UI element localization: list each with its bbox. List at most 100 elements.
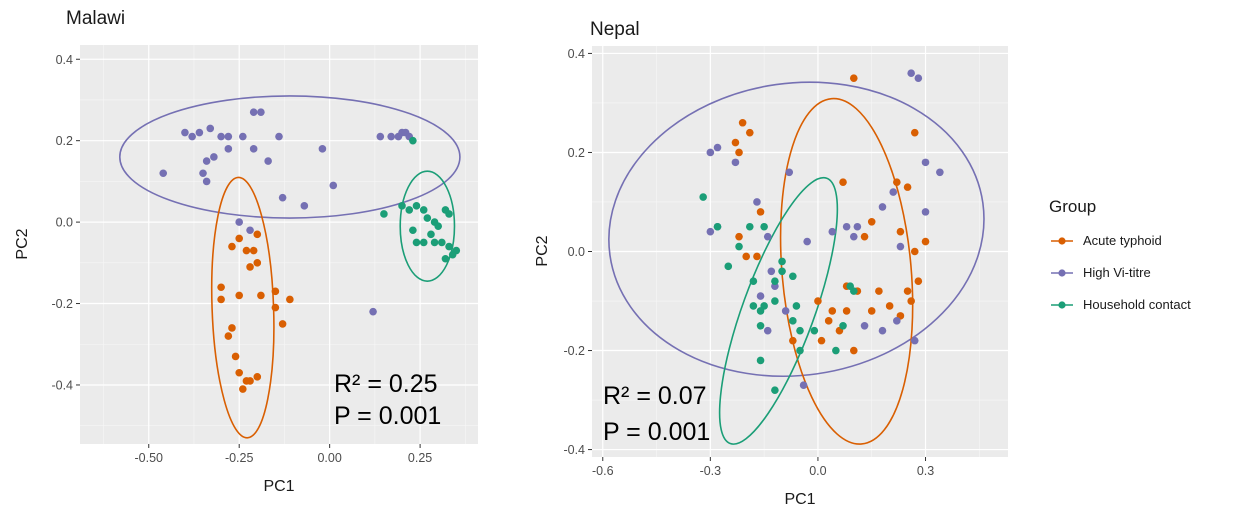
household-contact-point	[771, 297, 779, 305]
high-vi-titre-point	[239, 132, 247, 141]
high-vi-titre-point	[369, 307, 377, 316]
high-vi-titre-point	[235, 218, 243, 226]
acute-typhoid-point	[903, 183, 912, 191]
household-contact-ellipse	[399, 170, 456, 282]
acute-typhoid-point	[875, 287, 883, 295]
household-contact-point	[756, 321, 765, 330]
household-contact-point	[796, 346, 804, 355]
high-vi-titre-point	[781, 307, 790, 315]
acute-typhoid-point	[246, 263, 254, 271]
acute-typhoid-point	[849, 74, 858, 82]
nepal-ellipses	[608, 81, 985, 445]
nepal-points	[699, 69, 944, 394]
acute-typhoid-point	[742, 252, 751, 261]
acute-typhoid-point	[921, 237, 930, 246]
household-contact-point	[419, 206, 428, 214]
malawi-minor-gridlines	[80, 45, 478, 444]
high-vi-titre-point	[828, 227, 837, 236]
legend: Group Acute typhoid High Vi-titre Househ…	[1049, 197, 1191, 312]
acute-typhoid-point	[253, 259, 262, 267]
household-contact-point	[745, 222, 754, 231]
acute-typhoid-point	[235, 234, 243, 243]
high-vi-titre-point	[706, 227, 715, 236]
household-contact-point	[423, 214, 432, 222]
high-vi-titre-point	[278, 193, 287, 202]
acute-typhoid-point	[753, 252, 761, 261]
household-contact-point	[789, 272, 797, 281]
high-vi-titre-point	[217, 132, 225, 141]
acute-typhoid-point	[253, 230, 262, 239]
household-contact-point	[409, 226, 417, 235]
acute-typhoid-point	[896, 227, 905, 236]
high-vi-titre-point	[318, 145, 327, 153]
x-tick-label: 0.25	[408, 451, 432, 465]
acute-typhoid-point	[756, 208, 765, 216]
acute-typhoid-point	[867, 217, 876, 226]
malawi-points	[159, 108, 461, 393]
legend-key-dot	[1058, 237, 1066, 245]
high-vi-titre-point	[329, 181, 338, 190]
household-contact-point	[398, 202, 406, 210]
acute-typhoid-point	[824, 317, 833, 325]
household-contact-point	[438, 238, 446, 247]
acute-typhoid-point	[814, 297, 822, 305]
acute-typhoid-point	[907, 297, 915, 305]
high-vi-titre-point	[300, 202, 309, 210]
high-vi-titre-ellipse	[119, 95, 461, 219]
high-vi-titre-point	[878, 326, 887, 335]
high-vi-titre-point	[246, 226, 254, 235]
nepal-r2-stat: R² = 0.07	[603, 382, 707, 410]
legend-label: Acute typhoid	[1083, 233, 1162, 248]
acute-typhoid-point	[235, 368, 243, 377]
household-contact-point	[713, 222, 722, 231]
malawi-panel: Malawi -0.50 -0.25 0.00 0.25 -0.4 -0.2 0.0 0.2 0…	[14, 8, 478, 495]
acute-typhoid-point	[735, 232, 743, 241]
high-vi-titre-point	[756, 292, 765, 300]
household-contact-point	[724, 262, 733, 271]
high-vi-titre-point	[275, 132, 283, 141]
household-contact-ellipse	[718, 176, 839, 445]
high-vi-titre-point	[257, 108, 265, 116]
y-tick-label: -0.4	[563, 443, 585, 457]
acute-typhoid-point	[235, 291, 243, 300]
y-tick-label: 0.0	[568, 245, 585, 259]
high-vi-titre-point	[763, 326, 772, 335]
acute-typhoid-point	[246, 377, 254, 385]
household-contact-point	[771, 386, 779, 394]
acute-typhoid-ellipse	[779, 97, 914, 445]
household-contact-point	[380, 210, 388, 218]
x-tick-label: -0.3	[700, 464, 722, 478]
acute-typhoid-point	[286, 295, 294, 304]
acute-typhoid-point	[217, 295, 225, 304]
high-vi-titre-point	[206, 124, 215, 133]
high-vi-titre-point	[907, 69, 915, 78]
high-vi-titre-point	[803, 237, 811, 246]
acute-typhoid-point	[828, 307, 837, 315]
acute-typhoid-point	[271, 287, 280, 296]
household-contact-point	[735, 242, 743, 251]
high-vi-titre-point	[936, 168, 944, 177]
y-tick-label: -0.2	[563, 344, 585, 358]
household-contact-point	[699, 193, 707, 201]
acute-typhoid-point	[231, 352, 240, 361]
high-vi-titre-point	[387, 132, 395, 141]
household-contact-point	[445, 210, 453, 218]
legend-key-dot	[1058, 269, 1066, 277]
household-contact-point	[796, 326, 804, 335]
acute-typhoid-point	[224, 332, 233, 340]
high-vi-titre-point	[188, 132, 196, 141]
acute-typhoid-point	[271, 303, 280, 312]
household-contact-point	[434, 222, 443, 230]
malawi-p-stat: P = 0.001	[334, 402, 441, 430]
x-tick-label: -0.6	[592, 464, 614, 478]
nepal-minor-gridlines	[592, 46, 1008, 457]
acute-typhoid-point	[745, 128, 754, 137]
x-tick-label: 0.0	[809, 464, 826, 478]
x-tick-label: -0.25	[225, 451, 254, 465]
acute-typhoid-point	[217, 283, 225, 292]
high-vi-titre-point	[785, 168, 794, 177]
acute-typhoid-point	[849, 346, 858, 355]
acute-typhoid-point	[910, 128, 919, 137]
acute-typhoid-point	[228, 242, 236, 251]
high-vi-titre-point	[767, 267, 776, 276]
